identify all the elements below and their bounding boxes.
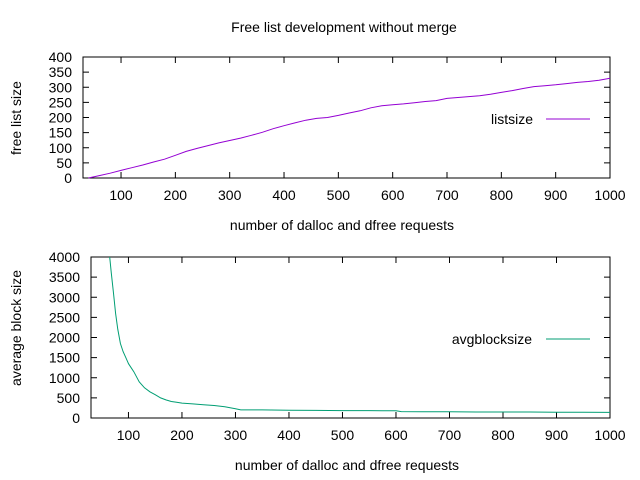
x-tick-label: 1000: [594, 187, 625, 203]
x-tick-label: 300: [218, 187, 242, 203]
y-axis-label: free list size: [8, 81, 24, 155]
y-tick-label: 50: [56, 155, 72, 171]
x-tick-label: 700: [435, 187, 459, 203]
x-tick-label: 200: [170, 427, 194, 443]
x-tick-label: 100: [117, 427, 141, 443]
x-tick-label: 800: [491, 427, 515, 443]
series-line-listsize: [88, 77, 611, 179]
x-tick-label: 900: [545, 427, 569, 443]
y-tick-label: 4000: [49, 249, 80, 265]
x-tick-label: 900: [544, 187, 568, 203]
x-ticks: 100 200 300 400 500 600 700 800 900 1000: [109, 57, 626, 203]
y-tick-label: 3500: [49, 269, 80, 285]
legend: listsize: [491, 111, 590, 127]
x-tick-label: 300: [224, 427, 248, 443]
x-axis-label: number of dalloc and dfree requests: [235, 457, 459, 473]
figure-title: Free list development without merge: [231, 19, 457, 35]
legend: avgblocksize: [452, 331, 590, 347]
legend-label: listsize: [491, 111, 533, 127]
x-tick-label: 600: [381, 187, 405, 203]
x-tick-label: 200: [164, 187, 188, 203]
y-tick-label: 400: [49, 49, 73, 65]
y-tick-label: 500: [57, 390, 81, 406]
x-ticks: 100 200 300 400 500 600 700 800 900 1000: [117, 257, 626, 443]
chart-panel-bottom: 0 500 1000 1500 2000 2500 3000 3500 4000 100 200 3…: [8, 249, 626, 473]
series-line-avgblocksize: [109, 256, 611, 413]
x-tick-label: 500: [331, 427, 355, 443]
y-tick-label: 200: [49, 110, 73, 126]
y-tick-label: 3000: [49, 289, 80, 305]
series-lines: [109, 256, 611, 413]
y-tick-label: 1000: [49, 370, 80, 386]
y-tick-label: 2000: [49, 330, 80, 346]
y-tick-label: 300: [49, 79, 73, 95]
plot-frame: [90, 256, 611, 419]
y-axis-label: average block size: [8, 270, 24, 386]
y-tick-label: 0: [64, 170, 72, 186]
y-tick-label: 1500: [49, 350, 80, 366]
y-tick-label: 100: [49, 140, 73, 156]
x-tick-label: 600: [384, 427, 408, 443]
x-axis-label: number of dalloc and dfree requests: [230, 217, 454, 233]
x-tick-label: 100: [109, 187, 133, 203]
series-lines: [88, 77, 611, 179]
x-tick-label: 700: [438, 427, 462, 443]
y-ticks: 0 500 1000 1500 2000 2500 3000 3500 4000: [49, 249, 610, 426]
legend-label: avgblocksize: [452, 331, 532, 347]
y-tick-label: 0: [72, 410, 80, 426]
y-tick-label: 250: [49, 94, 73, 110]
y-tick-label: 2500: [49, 309, 80, 325]
x-tick-label: 400: [277, 427, 301, 443]
x-tick-label: 500: [327, 187, 351, 203]
x-tick-label: 800: [490, 187, 514, 203]
y-tick-label: 350: [49, 64, 73, 80]
y-tick-label: 150: [49, 125, 73, 141]
x-tick-label: 400: [272, 187, 296, 203]
x-tick-label: 1000: [594, 427, 625, 443]
